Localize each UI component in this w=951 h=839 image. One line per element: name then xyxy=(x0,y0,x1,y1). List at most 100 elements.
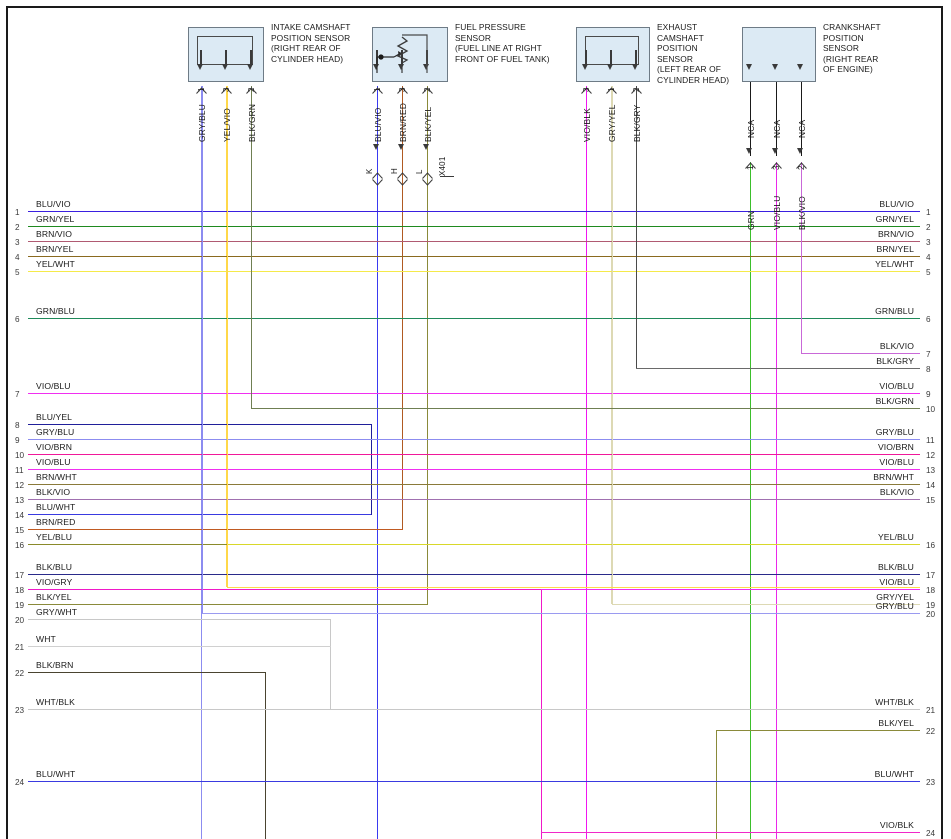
right-pin-number-1: 1 xyxy=(926,208,931,217)
inline-connector-letter-2: L xyxy=(415,169,424,174)
elbow-v-blk-grn-intake-to-r10 xyxy=(251,86,252,408)
inline-connector-chevron-bottom-1 xyxy=(396,173,408,186)
elbow-v-gry-yel-exh-to-r19 xyxy=(612,86,613,604)
right-pin-number-17: 17 xyxy=(926,571,936,580)
nca-label-1: NCA xyxy=(746,119,756,138)
right-pin-number-7: 7 xyxy=(926,350,931,359)
pin-number-fuel-pressure-sensor-2: 2 xyxy=(423,87,432,92)
right-pin-number-2: 2 xyxy=(926,223,931,232)
right-pin-number-4: 4 xyxy=(926,253,931,262)
wire-blk-yel-right xyxy=(716,730,920,731)
sensor-title-crankshaft-position-sensor: CRANKSHAFT POSITION SENSOR (RIGHT REAR O… xyxy=(823,22,881,75)
right-wire-label-16: YEL/BLU xyxy=(877,532,914,542)
left-pin-number-7: 7 xyxy=(15,390,20,399)
left-pin-number-6: 6 xyxy=(15,315,20,324)
right-pin-number-13: 13 xyxy=(926,466,936,475)
left-pin-number-22: 22 xyxy=(15,669,25,678)
left-wire-12 xyxy=(28,484,920,485)
left-pin-number-5: 5 xyxy=(15,268,20,277)
right-pin-number-8: 8 xyxy=(926,365,931,374)
left-wire-14 xyxy=(28,514,372,515)
left-wire-13 xyxy=(28,499,920,500)
left-wire-label-9: GRY/BLU xyxy=(36,427,75,437)
page-border-left xyxy=(6,6,8,839)
right-pin-number-23: 23 xyxy=(926,778,936,787)
nca-label-2: NCA xyxy=(797,119,807,138)
wire-color-label-fuel-pressure-sensor-3: BRN/RED xyxy=(398,102,408,142)
left-wire-4 xyxy=(28,256,920,257)
wire-blk-grn-r10 xyxy=(251,408,920,409)
right-pin-number-14: 14 xyxy=(926,481,936,490)
vertical-wire-blk-brn-turn xyxy=(265,672,266,839)
wire-color-label-crankshaft-position-sensor-3: VIO/BLU xyxy=(772,195,782,230)
left-pin-number-2: 2 xyxy=(15,223,20,232)
x401-connector-label: X401 xyxy=(438,156,447,176)
left-wire-label-24: BLU/WHT xyxy=(36,769,76,779)
pin-number-crankshaft-position-sensor-1: 1 xyxy=(746,165,755,170)
right-pin-number-22: 22 xyxy=(926,727,936,736)
crank-upper-arrow-1 xyxy=(746,148,753,154)
sensor-box-crankshaft-position-sensor xyxy=(742,27,816,82)
left-wire-5 xyxy=(28,271,920,272)
vertical-wire-blu-vio-fuel xyxy=(377,86,378,839)
vertical-wire-vio-blu-crank xyxy=(776,162,777,839)
vertical-wire-gry-yel-exh xyxy=(611,86,612,604)
inline-connector-chevron-bottom-0 xyxy=(371,173,383,186)
right-pin-number-20: 20 xyxy=(926,610,936,619)
left-wire-label-7: VIO/BLU xyxy=(36,381,71,391)
crank-upper-wire-3 xyxy=(776,80,777,156)
left-wire-label-10: VIO/BRN xyxy=(36,442,73,452)
right-wire-label-22: BLK/YEL xyxy=(878,718,914,728)
left-wire-9 xyxy=(28,439,920,440)
wire-color-label-crankshaft-position-sensor-1: GRN xyxy=(746,210,756,230)
left-wire-24 xyxy=(28,781,920,782)
right-wire-16 xyxy=(227,544,920,545)
right-pin-number-12: 12 xyxy=(926,451,936,460)
connector-chevron-exhaust-camshaft-position-sensor-1 xyxy=(605,81,617,94)
wire-vio-blu-r18 xyxy=(541,589,920,590)
left-pin-number-8: 8 xyxy=(15,421,20,430)
left-wire-21 xyxy=(28,646,331,647)
sensor-pin-arrow-exhaust-camshaft-position-sensor-3 xyxy=(582,64,589,70)
wire-yel-vio-r16-jog xyxy=(227,587,920,588)
left-wire-label-17: BLK/BLU xyxy=(36,562,73,572)
pin-number-exhaust-camshaft-position-sensor-1: 1 xyxy=(607,87,616,92)
connector-chevron-fuel-pressure-sensor-2 xyxy=(421,81,433,94)
pin-number-fuel-pressure-sensor-1: 1 xyxy=(373,87,382,92)
left-pin-number-12: 12 xyxy=(15,481,25,490)
crank-upper-wire-2 xyxy=(801,80,802,156)
wire-color-label-fuel-pressure-sensor-1: BLU/VIO xyxy=(373,107,383,142)
right-pin-number-9: 9 xyxy=(926,390,931,399)
wire-color-label-intake-camshaft-position-sensor-3: YEL/VIO xyxy=(222,108,232,142)
right-wire-label-13: VIO/BLU xyxy=(879,457,914,467)
left-wire-label-19: BLK/YEL xyxy=(36,592,72,602)
right-wire-label-7: BLK/VIO xyxy=(879,341,914,351)
left-pin-number-15: 15 xyxy=(15,526,25,535)
pin-number-intake-camshaft-position-sensor-2: 2 xyxy=(247,87,256,92)
left-pin-number-16: 16 xyxy=(15,541,25,550)
page-border-right xyxy=(941,6,943,839)
sensor-pin-stub-intake-camshaft-position-sensor-3 xyxy=(225,50,227,66)
wire-blk-gry-r8 xyxy=(636,368,920,369)
left-wire-label-1: BLU/VIO xyxy=(36,199,71,209)
wire-gry-yel-r19 xyxy=(612,604,920,605)
wire-vio-blk-bottom xyxy=(541,832,920,833)
left-wire-6 xyxy=(28,318,920,319)
left-wire-10 xyxy=(28,454,920,455)
vertical-wire-blk-yel-r22 xyxy=(716,730,717,839)
sensor-pin-stub-exhaust-camshaft-position-sensor-2 xyxy=(635,50,637,66)
right-wire-label-9: VIO/BLU xyxy=(879,381,914,391)
fuel-pressure-internal-schematic xyxy=(372,27,446,85)
pin-number-exhaust-camshaft-position-sensor-3: 3 xyxy=(582,87,591,92)
elbow-gry-wht-bottom xyxy=(330,709,331,710)
right-pin-number-10: 10 xyxy=(926,405,936,414)
left-pin-number-24: 24 xyxy=(15,778,25,787)
connector-chevron-fuel-pressure-sensor-1 xyxy=(371,81,383,94)
left-pin-number-19: 19 xyxy=(15,601,25,610)
pin-number-crankshaft-position-sensor-3: 3 xyxy=(772,165,781,170)
left-wire-8 xyxy=(28,424,372,425)
vertical-wire-vio-blk-exh xyxy=(586,86,587,839)
pin-number-exhaust-camshaft-position-sensor-2: 2 xyxy=(632,87,641,92)
inline-connector-chevron-top-0 xyxy=(371,166,383,179)
